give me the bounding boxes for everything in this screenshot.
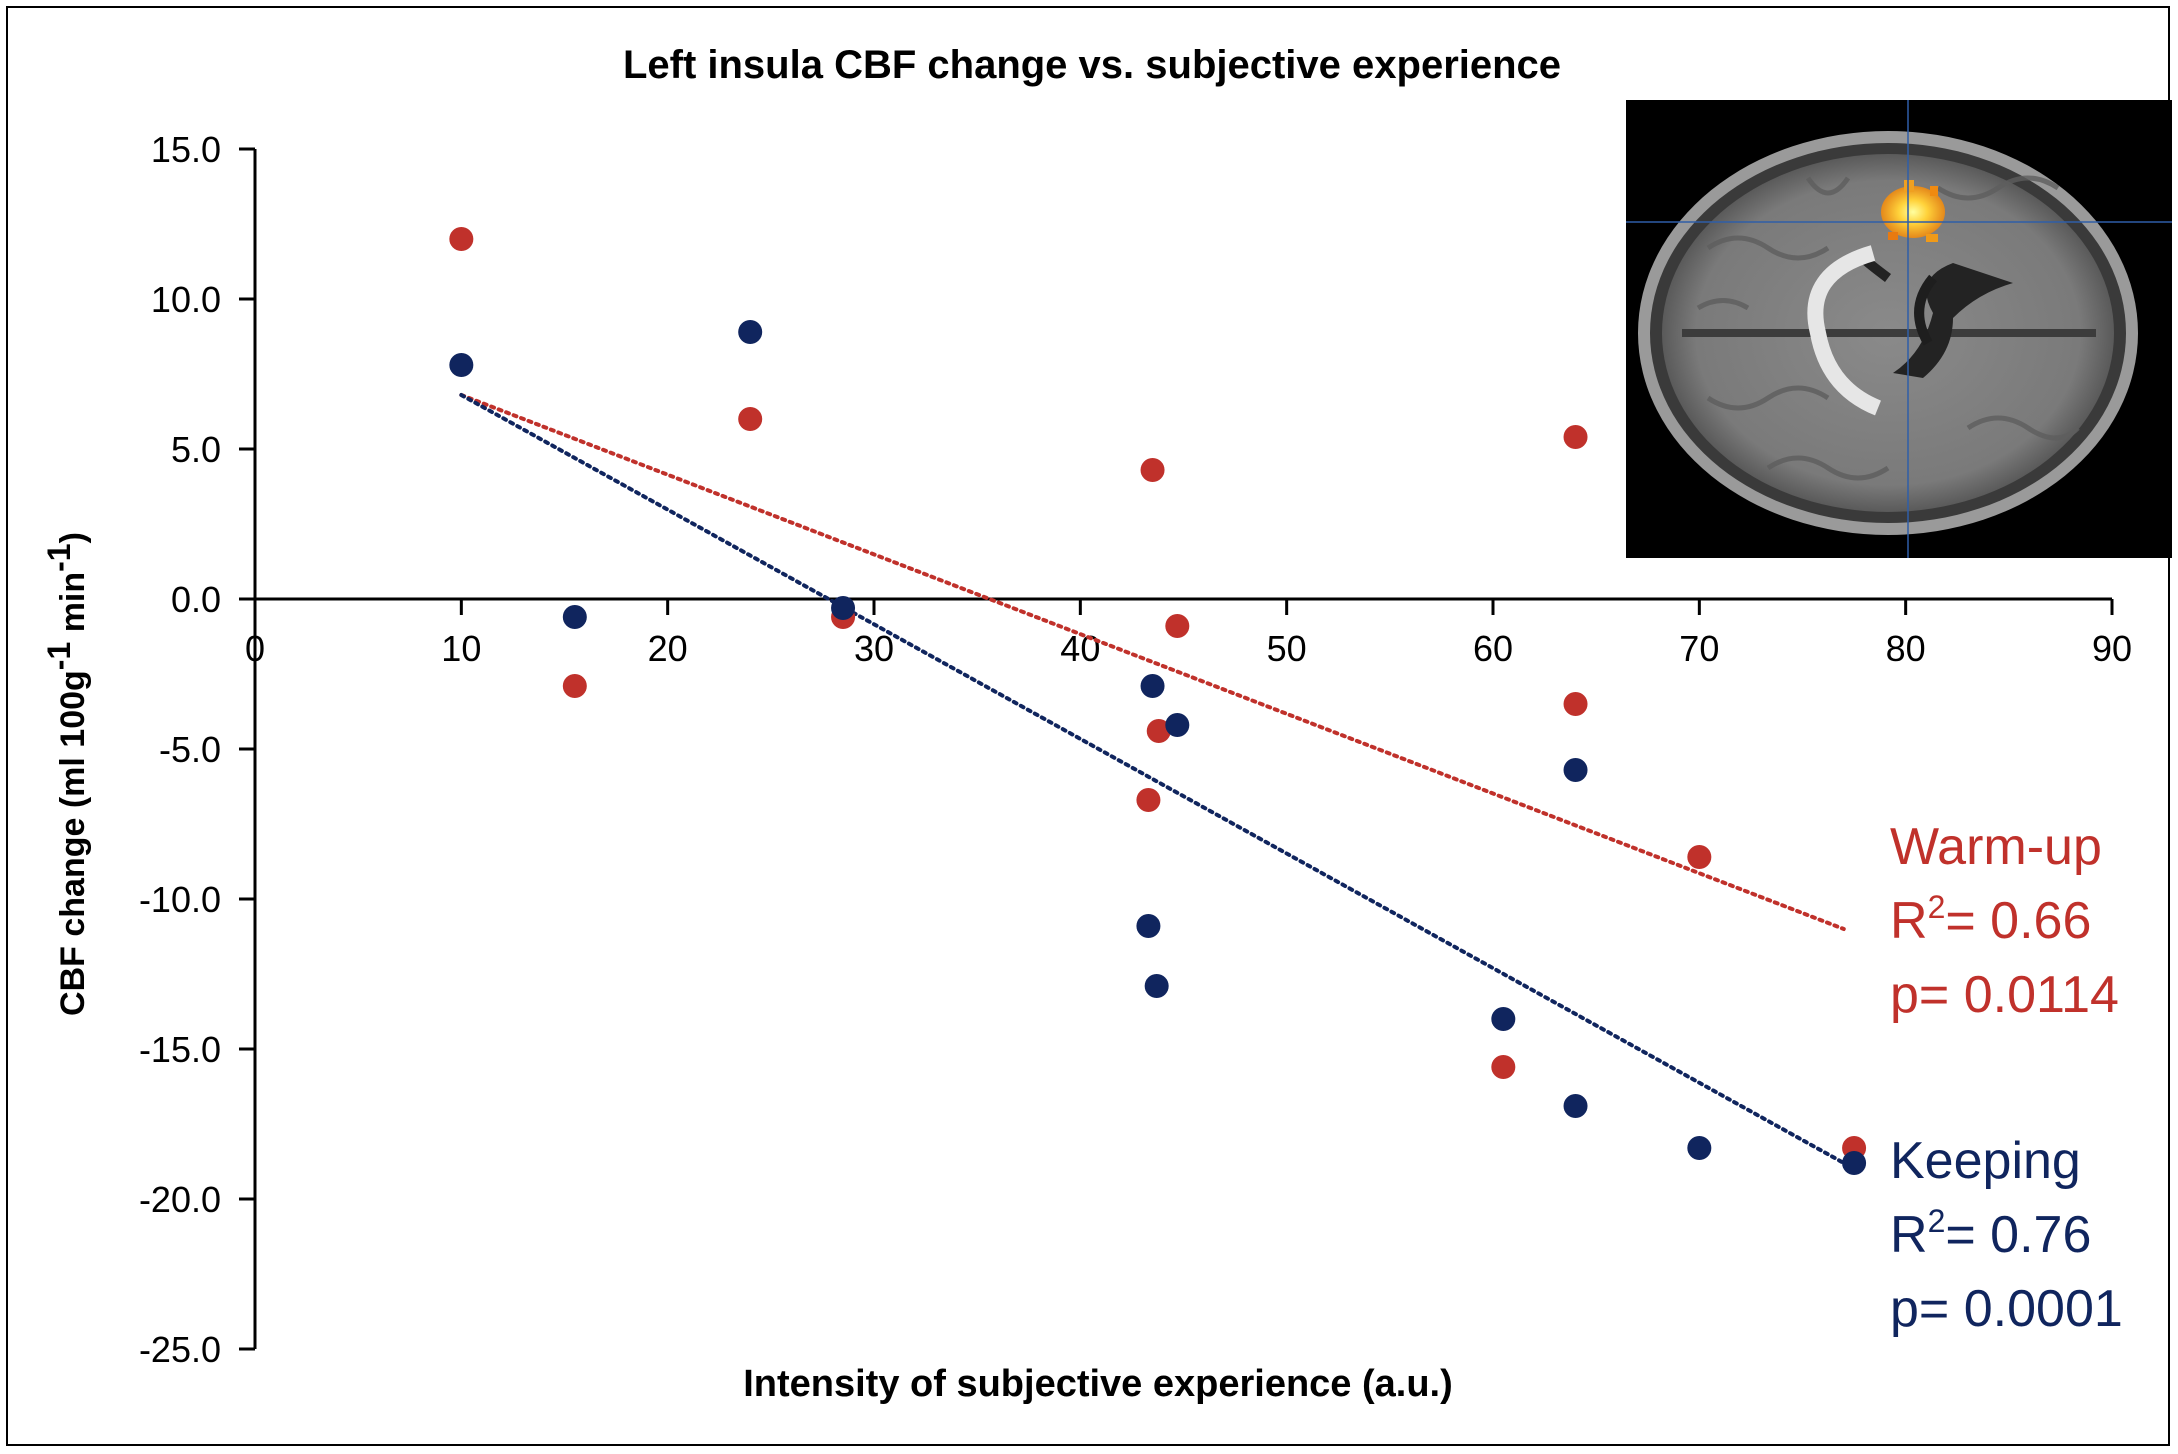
point-warm-up — [738, 407, 763, 431]
y-tick-label: -15.0 — [139, 1029, 221, 1070]
y-tick-label: 15.0 — [151, 129, 221, 170]
legend-warmup-name: Warm-up — [1890, 818, 2102, 876]
x-tick-label: 90 — [2092, 628, 2132, 669]
point-keeping — [1842, 1151, 1867, 1175]
scatter-chart: Left insula CBF change vs. subjective ex… — [41, 43, 2172, 1405]
legend-warmup: Warm-up R2= 0.66 p= 0.0114 — [1890, 818, 2119, 1024]
legend-warmup-p: p= 0.0114 — [1890, 966, 2119, 1024]
x-tick-label: 80 — [1886, 628, 1926, 669]
trendlines — [459, 393, 1846, 1165]
point-keeping — [1136, 914, 1161, 938]
point-keeping — [1140, 674, 1165, 698]
point-warm-up — [1136, 788, 1161, 812]
legend-keeping: Keeping R2= 0.76 p= 0.0001 — [1890, 1132, 2123, 1338]
point-keeping — [1491, 1007, 1516, 1031]
point-keeping — [1563, 1094, 1588, 1118]
point-warm-up — [562, 674, 587, 698]
trendline-warm-up — [459, 393, 1846, 931]
y-tick-label: 5.0 — [171, 429, 221, 470]
legend-keeping-name: Keeping — [1890, 1132, 2081, 1190]
data-points — [449, 227, 1867, 1175]
point-warm-up — [1146, 719, 1171, 743]
point-keeping — [449, 353, 474, 377]
point-keeping — [562, 605, 587, 629]
legend-keeping-r2: R2= 0.76 — [1890, 1203, 2091, 1264]
trendline-keeping — [459, 393, 1846, 1165]
legend-keeping-p: p= 0.0001 — [1890, 1280, 2123, 1338]
point-warm-up — [1165, 614, 1190, 638]
figure-frame: Left insula CBF change vs. subjective ex… — [6, 6, 2172, 1446]
chart-title: Left insula CBF change vs. subjective ex… — [623, 43, 1561, 87]
x-tick-label: 0 — [245, 628, 265, 669]
brain-mri-inset — [1626, 100, 2172, 558]
axes: 15.0 10.0 5.0 0.0 -5.0 -10.0 -15.0 -20.0 -25.0 0 1… — [139, 129, 2132, 1370]
y-tick-label: -20.0 — [139, 1179, 221, 1220]
point-warm-up — [1140, 458, 1165, 482]
point-warm-up — [1687, 845, 1712, 869]
x-tick-label: 30 — [854, 628, 894, 669]
y-tick-label: -25.0 — [139, 1329, 221, 1370]
point-keeping — [1687, 1136, 1712, 1160]
y-axis-label: CBF change (ml 100g-1 min-1) — [41, 532, 92, 1016]
point-warm-up — [449, 227, 474, 251]
point-warm-up — [1491, 1055, 1516, 1079]
point-keeping — [1563, 758, 1588, 782]
x-tick-label: 50 — [1267, 628, 1307, 669]
x-tick-label: 60 — [1473, 628, 1513, 669]
x-tick-label: 70 — [1679, 628, 1719, 669]
point-keeping — [1144, 974, 1169, 998]
x-axis-label: Intensity of subjective experience (a.u.… — [743, 1363, 1453, 1405]
point-keeping — [831, 596, 856, 620]
x-tick-label: 20 — [648, 628, 688, 669]
x-tick-label: 10 — [441, 628, 481, 669]
y-tick-label: -5.0 — [159, 729, 221, 770]
y-tick-label: 10.0 — [151, 279, 221, 320]
point-warm-up — [1563, 425, 1588, 449]
point-warm-up — [1563, 692, 1588, 716]
y-tick-label: -10.0 — [139, 879, 221, 920]
point-keeping — [738, 320, 763, 344]
legend-warmup-r2: R2= 0.66 — [1890, 889, 2091, 950]
y-tick-label: 0.0 — [171, 579, 221, 620]
point-keeping — [1165, 713, 1190, 737]
